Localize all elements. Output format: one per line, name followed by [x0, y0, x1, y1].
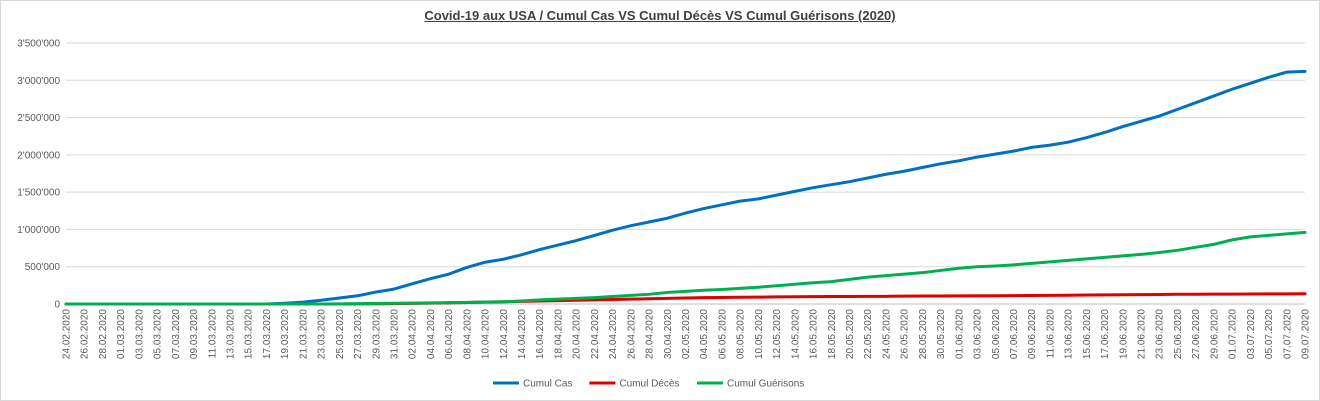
x-tick-label: 11.06.2020 — [1045, 309, 1056, 359]
x-tick-label: 25.03.2020 — [335, 309, 346, 359]
x-tick-label: 03.07.2020 — [1246, 309, 1257, 359]
x-tick-label: 29.06.2020 — [1209, 309, 1220, 359]
x-tick-label: 20.05.2020 — [845, 309, 856, 359]
x-tick-label: 01.07.2020 — [1228, 309, 1239, 359]
x-tick-label: 08.04.2020 — [462, 309, 473, 359]
x-tick-label: 19.03.2020 — [280, 309, 291, 359]
x-tick-label: 01.03.2020 — [116, 309, 127, 359]
x-tick-label: 09.07.2020 — [1301, 309, 1312, 359]
x-tick-label: 21.06.2020 — [1137, 309, 1148, 359]
x-tick-label: 20.04.2020 — [572, 309, 583, 359]
x-tick-label: 15.03.2020 — [244, 309, 255, 359]
legend-label: Cumul Décès — [619, 379, 679, 390]
x-tick-label: 09.06.2020 — [1027, 309, 1038, 359]
x-tick-label: 26.04.2020 — [626, 309, 637, 359]
y-tick-label: 3'000'000 — [17, 76, 60, 87]
x-tick-label: 31.03.2020 — [389, 309, 400, 359]
x-tick-label: 01.06.2020 — [954, 309, 965, 359]
x-tick-label: 12.04.2020 — [499, 309, 510, 359]
x-tick-label: 09.03.2020 — [189, 309, 200, 359]
x-tick-label: 07.06.2020 — [1009, 309, 1020, 359]
x-tick-label: 14.04.2020 — [517, 309, 528, 359]
x-tick-label: 06.04.2020 — [444, 309, 455, 359]
x-tick-label: 24.02.2020 — [62, 309, 73, 359]
x-tick-label: 07.07.2020 — [1282, 309, 1293, 359]
x-tick-label: 21.03.2020 — [298, 309, 309, 359]
x-tick-label: 06.05.2020 — [717, 309, 728, 359]
x-tick-label: 25.06.2020 — [1173, 309, 1184, 359]
x-tick-label: 13.03.2020 — [225, 309, 236, 359]
y-tick-label: 1'500'000 — [17, 188, 60, 199]
x-tick-label: 17.03.2020 — [262, 309, 273, 359]
x-tick-label: 30.04.2020 — [663, 309, 674, 359]
x-tick-label: 11.03.2020 — [207, 309, 218, 359]
x-tick-label: 18.04.2020 — [553, 309, 564, 359]
x-tick-label: 07.03.2020 — [171, 309, 182, 359]
y-tick-label: 2'500'000 — [17, 113, 60, 124]
x-tick-label: 15.06.2020 — [1082, 309, 1093, 359]
x-tick-label: 26.02.2020 — [80, 309, 91, 359]
x-tick-label: 03.03.2020 — [134, 309, 145, 359]
y-tick-label: 0 — [54, 300, 60, 311]
y-tick-label: 3'500'000 — [17, 39, 60, 50]
legend-label: Cumul Cas — [523, 379, 572, 390]
y-tick-label: 1'000'000 — [17, 225, 60, 236]
x-tick-label: 04.05.2020 — [699, 309, 710, 359]
chart-title: Covid-19 aux USA / Cumul Cas VS Cumul Dé… — [424, 8, 896, 23]
x-tick-label: 23.06.2020 — [1155, 309, 1166, 359]
x-tick-label: 12.05.2020 — [772, 309, 783, 359]
x-tick-label: 22.05.2020 — [863, 309, 874, 359]
x-tick-label: 02.04.2020 — [408, 309, 419, 359]
x-tick-label: 27.03.2020 — [353, 309, 364, 359]
x-tick-label: 03.06.2020 — [973, 309, 984, 359]
legend-label: Cumul Guérisons — [727, 379, 804, 390]
y-tick-label: 500'000 — [25, 262, 61, 273]
x-tick-label: 27.06.2020 — [1191, 309, 1202, 359]
x-tick-label: 04.04.2020 — [426, 309, 437, 359]
x-tick-label: 28.02.2020 — [98, 309, 109, 359]
x-tick-label: 17.06.2020 — [1100, 309, 1111, 359]
x-tick-label: 08.05.2020 — [736, 309, 747, 359]
x-tick-label: 05.03.2020 — [153, 309, 164, 359]
x-tick-label: 10.04.2020 — [481, 309, 492, 359]
x-tick-label: 05.06.2020 — [991, 309, 1002, 359]
x-tick-label: 16.04.2020 — [535, 309, 546, 359]
x-tick-label: 18.05.2020 — [827, 309, 838, 359]
x-tick-label: 23.03.2020 — [317, 309, 328, 359]
x-tick-label: 24.05.2020 — [881, 309, 892, 359]
x-tick-label: 19.06.2020 — [1118, 309, 1129, 359]
x-tick-label: 10.05.2020 — [754, 309, 765, 359]
x-tick-label: 05.07.2020 — [1264, 309, 1275, 359]
x-tick-label: 28.05.2020 — [918, 309, 929, 359]
series-line — [64, 230, 1307, 306]
x-tick-label: 30.05.2020 — [936, 309, 947, 359]
series-line — [64, 69, 1307, 306]
x-tick-label: 29.03.2020 — [371, 309, 382, 359]
x-tick-label: 22.04.2020 — [590, 309, 601, 359]
x-tick-label: 28.04.2020 — [645, 309, 656, 359]
x-tick-label: 26.05.2020 — [900, 309, 911, 359]
y-tick-label: 2'000'000 — [17, 150, 60, 161]
x-tick-label: 14.05.2020 — [790, 309, 801, 359]
x-tick-label: 02.05.2020 — [681, 309, 692, 359]
x-tick-label: 13.06.2020 — [1064, 309, 1075, 359]
series-line — [64, 292, 1307, 306]
x-tick-label: 16.05.2020 — [809, 309, 820, 359]
x-tick-label: 24.04.2020 — [608, 309, 619, 359]
